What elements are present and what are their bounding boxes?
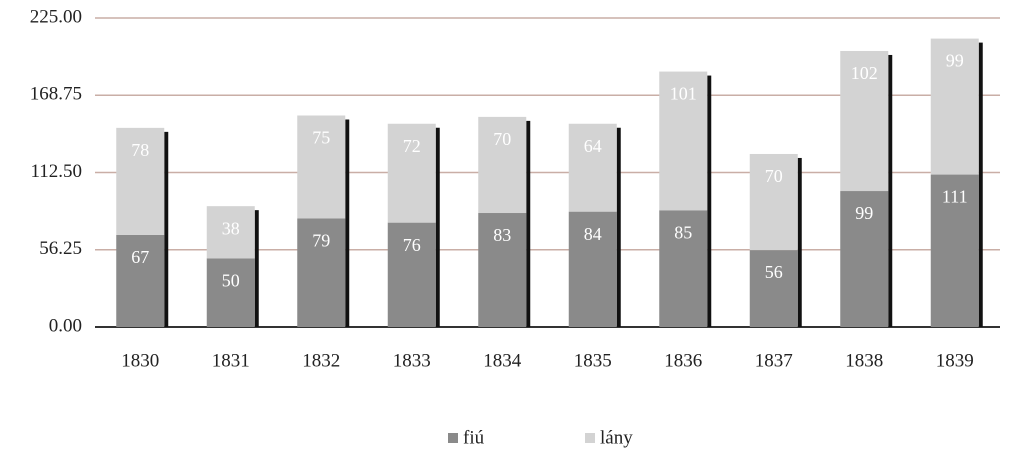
bar-segment	[387, 123, 436, 223]
data-label: 64	[584, 136, 602, 156]
y-tick-label: 112.50	[30, 161, 82, 182]
bar-segment	[659, 71, 708, 211]
legend-label: fiú	[463, 427, 485, 448]
data-label: 70	[493, 129, 511, 149]
data-label: 111	[942, 187, 968, 207]
y-tick-label: 225.00	[30, 6, 82, 27]
legend-swatch	[585, 433, 595, 443]
bar-segment	[749, 250, 798, 327]
y-tick-label: 56.25	[39, 238, 82, 259]
data-label: 72	[403, 136, 421, 156]
data-label: 38	[222, 218, 240, 238]
bar-segment	[387, 222, 436, 327]
x-tick-label: 1836	[664, 350, 702, 371]
y-tick-label: 168.75	[30, 84, 82, 105]
y-tick-label: 0.00	[49, 315, 82, 336]
data-label: 85	[674, 222, 692, 242]
data-label: 76	[403, 235, 421, 255]
data-label: 84	[584, 224, 602, 244]
data-label: 99	[855, 203, 873, 223]
bar-segment	[206, 258, 255, 327]
bar-shadow	[707, 75, 712, 327]
x-tick-label: 1838	[845, 350, 883, 371]
bar-shadow	[978, 42, 983, 327]
bar-segment	[659, 210, 708, 327]
data-label: 67	[131, 247, 149, 267]
x-tick-label: 1833	[393, 350, 431, 371]
bar-segment	[297, 115, 346, 219]
data-label: 56	[765, 262, 783, 282]
x-tick-label: 1830	[121, 350, 159, 371]
bar-segment	[206, 206, 255, 259]
bar-shadow	[345, 119, 350, 327]
x-tick-label: 1839	[936, 350, 974, 371]
bar-segment	[840, 191, 889, 327]
x-tick-label: 1837	[755, 350, 793, 371]
x-tick-label: 1831	[212, 350, 250, 371]
bar-shadow	[888, 54, 893, 328]
bar-shadow	[526, 120, 531, 327]
data-label: 102	[851, 63, 878, 83]
x-tick-label: 1835	[574, 350, 612, 371]
bar-segment	[297, 218, 346, 327]
bar-segment	[930, 174, 979, 327]
bar-segment	[116, 234, 165, 327]
x-tick-label: 1832	[302, 350, 340, 371]
x-tick-label: 1834	[483, 350, 522, 371]
data-label: 83	[493, 225, 511, 245]
bar-shadow	[254, 210, 259, 327]
bar-segment	[478, 213, 527, 327]
bar-shadow	[164, 131, 169, 327]
data-label: 99	[946, 51, 964, 71]
data-label: 50	[222, 270, 240, 290]
data-label: 101	[670, 84, 697, 104]
data-label: 70	[765, 166, 783, 186]
bar-shadow	[435, 127, 440, 327]
bar-segment	[749, 153, 798, 251]
data-label: 78	[131, 140, 149, 160]
legend-swatch	[448, 433, 458, 443]
data-label: 79	[312, 231, 330, 251]
bar-segment	[930, 38, 979, 175]
legend-label: lány	[600, 427, 633, 448]
bar-segment	[568, 123, 617, 212]
bar-shadow	[616, 127, 621, 327]
bar-shadow	[797, 157, 802, 327]
bar-segment	[568, 211, 617, 327]
data-label: 75	[312, 128, 330, 148]
bar-segment	[116, 127, 165, 235]
bar-segment	[478, 116, 527, 214]
bar-segment	[840, 50, 889, 192]
